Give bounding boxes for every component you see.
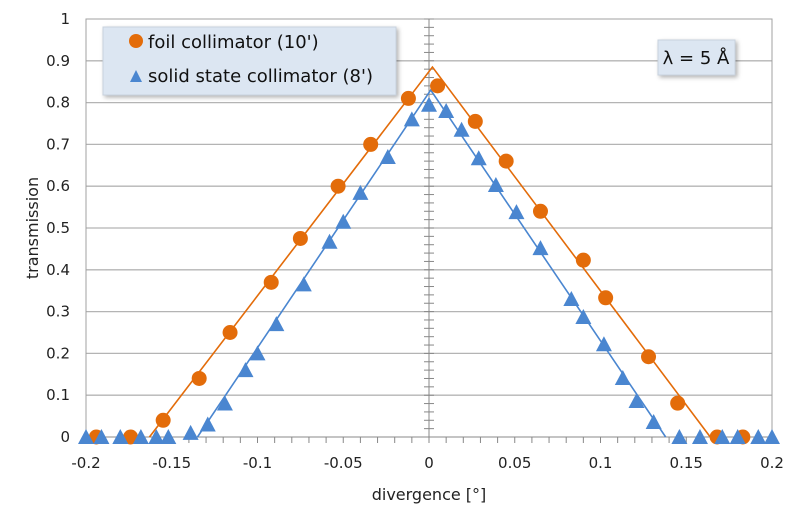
data-point-solid-state (249, 345, 266, 361)
data-point-solid-state (295, 276, 312, 292)
data-point-solid-state (575, 309, 592, 325)
data-point-foil (598, 290, 614, 306)
data-point-solid-state (321, 233, 338, 249)
data-point-solid-state (148, 429, 165, 444)
data-point-solid-state (438, 102, 455, 118)
data-point-foil (155, 412, 171, 428)
y-tick-label: 0.4 (46, 261, 70, 279)
data-point-foil (123, 429, 139, 445)
data-point-solid-state (645, 413, 662, 429)
legend-label-solid-state: solid state collimator (8') (148, 66, 373, 87)
x-tick-label: 0.05 (498, 454, 531, 472)
data-point-solid-state (132, 429, 149, 444)
fit-line-solid-state (196, 88, 667, 438)
data-point-foil (400, 90, 416, 106)
data-point-solid-state (112, 429, 129, 444)
data-point-foil (467, 113, 483, 129)
data-point-solid-state (379, 148, 396, 164)
x-tick-label: -0.1 (243, 454, 272, 472)
data-marks (78, 78, 780, 445)
data-point-foil (330, 178, 346, 194)
legend-triangle-marker (130, 70, 142, 82)
data-point-solid-state (614, 370, 631, 386)
data-point-solid-state (595, 336, 612, 352)
data-point-solid-state (182, 424, 199, 440)
data-point-solid-state (453, 121, 470, 137)
data-point-solid-state (268, 316, 285, 332)
data-point-solid-state (160, 429, 177, 444)
data-point-solid-state (671, 429, 688, 444)
data-point-solid-state (216, 395, 233, 411)
data-point-solid-state (199, 416, 216, 432)
data-point-solid-state (729, 429, 746, 444)
y-tick-label: 0.5 (46, 219, 70, 237)
y-tick-label: 0 (60, 428, 70, 446)
axes: 0 0.1 0.2 0.3 0.4 0.5 0.6 0.7 0.8 0.9 1 -0.2 -0.15 -0… (46, 10, 784, 472)
y-tick-label: 0.8 (46, 94, 70, 112)
data-point-solid-state (335, 213, 352, 229)
data-point-foil (292, 230, 308, 246)
data-point-foil (575, 252, 591, 268)
data-point-foil (670, 395, 686, 411)
y-tick-label: 0.1 (46, 386, 70, 404)
data-point-foil (430, 78, 446, 94)
x-tick-label: 0.1 (589, 454, 613, 472)
fit-line-foil (148, 65, 711, 438)
data-point-solid-state (563, 291, 580, 307)
data-point-solid-state (691, 429, 708, 444)
data-point-solid-state (750, 429, 767, 444)
x-tick-label: 0.15 (670, 454, 703, 472)
y-tick-label: 0.2 (46, 344, 70, 362)
x-tick-label: 0.2 (760, 454, 784, 472)
data-point-foil (498, 153, 514, 169)
data-point-solid-state (352, 184, 369, 200)
data-point-solid-state (470, 150, 487, 166)
data-point-solid-state (421, 96, 437, 112)
y-tick-label: 1 (60, 10, 70, 28)
x-tick-label: -0.05 (324, 454, 363, 472)
data-point-solid-state (403, 111, 420, 127)
legend-circle-marker (129, 34, 143, 48)
data-point-solid-state (487, 176, 504, 192)
x-tick-label: -0.15 (152, 454, 191, 472)
wavelength-label: λ = 5 Å (663, 47, 730, 69)
legend: foil collimator (10') solid state collim… (102, 26, 397, 96)
y-tick-label: 0.9 (46, 52, 70, 70)
data-point-solid-state (628, 393, 645, 409)
x-tick-label: -0.2 (71, 454, 100, 472)
y-axis-label: transmission (23, 177, 42, 279)
legend-label-foil: foil collimator (10') (148, 32, 319, 53)
data-point-solid-state (764, 429, 780, 444)
wavelength-annotation: λ = 5 Å (657, 39, 736, 76)
data-point-foil (532, 203, 548, 219)
y-tick-label: 0.6 (46, 177, 70, 195)
y-tick-label: 0.3 (46, 303, 70, 321)
data-point-foil (191, 370, 207, 386)
data-point-foil (363, 136, 379, 152)
data-point-foil (222, 325, 238, 340)
data-point-foil (641, 349, 657, 365)
data-point-foil (263, 274, 279, 290)
data-point-solid-state (237, 362, 254, 378)
data-point-solid-state (714, 429, 731, 444)
data-point-solid-state (508, 204, 525, 220)
data-point-solid-state (532, 240, 549, 256)
data-point-solid-state (78, 429, 94, 444)
data-point-solid-state (93, 429, 110, 444)
y-tick-label: 0.7 (46, 135, 70, 153)
x-axis-label: divergence [°] (372, 485, 487, 504)
x-tick-label: 0 (424, 454, 434, 472)
